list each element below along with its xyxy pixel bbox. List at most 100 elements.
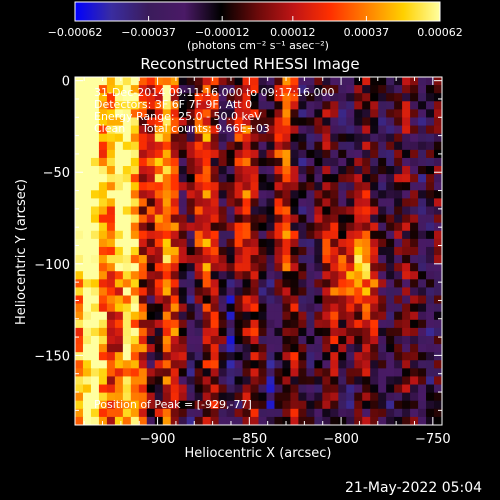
heatmap-cell [394,149,403,159]
heatmap-cell [90,117,100,127]
heatmap-cell [274,368,284,378]
heatmap-cell [386,214,395,224]
heatmap-cell [186,230,196,240]
heatmap-cell [266,352,276,361]
heatmap-cell [106,376,116,386]
heatmap-cell [178,271,188,280]
heatmap-cell [322,85,331,94]
heatmap-cell [154,125,164,135]
heatmap-cell [394,117,403,127]
heatmap-cell [122,230,132,240]
heatmap-cell [330,157,339,167]
heatmap-cell [346,182,355,191]
heatmap-cell [75,400,84,410]
heatmap-cell [258,263,268,272]
heatmap-cell [234,360,244,369]
heatmap-cell [82,246,92,256]
heatmap-cell [210,263,220,272]
heatmap-cell [130,295,140,305]
heatmap-cell [362,384,371,394]
heatmap-cell [186,368,196,378]
heatmap-cell [146,279,156,289]
heatmap-cell [266,319,276,329]
heatmap-cell [242,392,252,402]
heatmap-cell [418,190,427,199]
heatmap-cell [298,166,307,175]
heatmap-cell [98,109,108,119]
heatmap-cell [402,400,411,410]
heatmap-cell [226,311,236,321]
heatmap-cell [346,230,355,240]
heatmap-cell [234,400,244,410]
heatmap-cell [90,408,100,418]
heatmap-cell [322,214,331,224]
heatmap-cell [122,206,132,216]
heatmap-cell [154,263,164,272]
heatmap-cell [154,279,164,289]
chart-title: Reconstructed RHESSI Image [140,55,359,73]
heatmap-cell [346,85,355,94]
heatmap-cell [418,238,427,248]
heatmap-cell [218,400,228,410]
heatmap-cell [202,166,212,175]
heatmap-cell [122,352,132,361]
heatmap-cell [162,190,172,199]
heatmap-cell [266,255,276,264]
heatmap-cell [194,400,204,410]
heatmap-cell [162,141,172,151]
heatmap-cell [346,174,355,183]
heatmap-cell [282,190,292,199]
heatmap-cell [314,198,323,208]
heatmap-cell [138,109,148,119]
heatmap-cell [106,109,116,119]
heatmap-cell [90,190,100,199]
heatmap-cell [170,327,180,337]
heatmap-cell [362,246,371,256]
heatmap-cell [122,133,132,143]
heatmap-cell [202,400,212,410]
heatmap-cell [362,157,371,167]
heatmap-cell [90,287,100,297]
heatmap-cell [274,416,284,425]
heatmap-cell [402,182,411,191]
heatmap-cell [298,327,307,337]
heatmap-cell [402,109,411,119]
heatmap-cell [82,392,92,402]
heatmap-cell [426,93,435,102]
heatmap-cell [106,149,116,159]
heatmap-cell [330,311,339,321]
heatmap-cell [282,384,292,394]
heatmap-cell [434,279,442,289]
heatmap-cell [410,238,419,248]
heatmap-cell [266,368,276,378]
heatmap-cell [338,182,347,191]
heatmap-cell [378,157,387,167]
heatmap-cell [154,392,164,402]
heatmap-cell [75,279,84,289]
heatmap-cell [194,141,204,151]
heatmap-cell [290,360,299,369]
heatmap-cell [186,400,196,410]
heatmap-cell [226,198,236,208]
heatmap-cell [314,271,323,280]
heatmap-cell [210,335,220,345]
heatmap-cell [274,174,284,183]
heatmap-cell [386,319,395,329]
heatmap-cell [330,279,339,289]
heatmap-cell [178,352,188,361]
heatmap-cell [130,109,140,119]
heatmap-cell [346,352,355,361]
heatmap-cell [194,166,204,175]
heatmap-cell [130,344,140,353]
heatmap-cell [418,287,427,297]
heatmap-cell [170,222,180,232]
heatmap-cell [250,360,260,369]
heatmap-cell [114,222,124,232]
heatmap-cell [378,93,387,102]
heatmap-cell [386,190,395,199]
heatmap-cell [146,311,156,321]
heatmap-cell [234,271,244,280]
heatmap-cell [90,198,100,208]
heatmap-cell [82,352,92,361]
heatmap-cell [130,190,140,199]
